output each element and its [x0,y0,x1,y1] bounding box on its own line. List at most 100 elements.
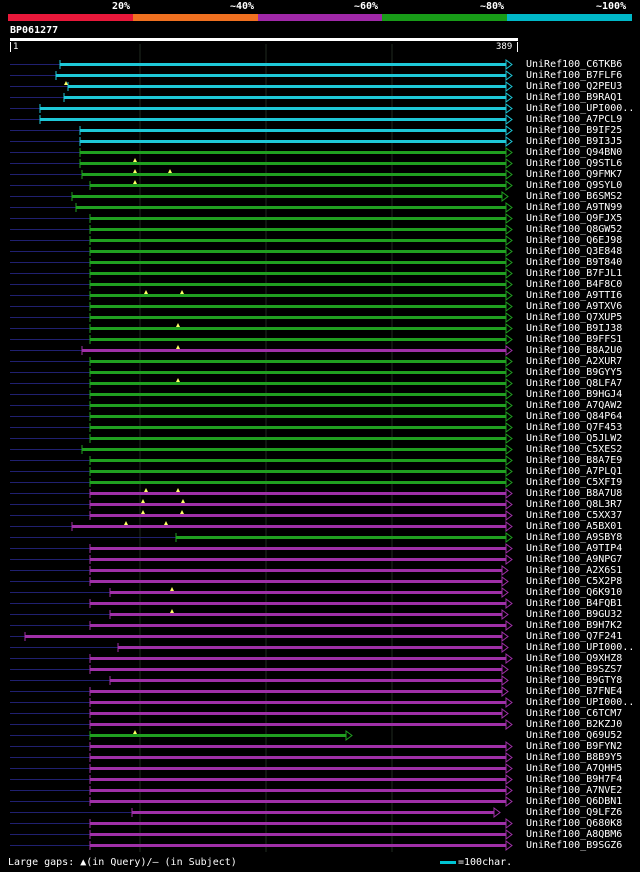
hit-row[interactable]: UniRef100_Q9FJX5 [0,213,640,224]
hit-row[interactable]: UniRef100_B8A7U8 [0,488,640,499]
hit-row[interactable]: UniRef100_B9FFS1 [0,334,640,345]
hit-label[interactable]: UniRef100_C5XFI9 [526,477,623,488]
hit-label[interactable]: UniRef100_B9H7K2 [526,620,623,631]
hit-row[interactable]: UniRef100_B9FYN2 [0,741,640,752]
hit-label[interactable]: UniRef100_C6TKB6 [526,59,623,70]
hit-row[interactable]: UniRef100_Q94BN0 [0,147,640,158]
hit-row[interactable]: UniRef100_C5X2P8 [0,576,640,587]
hit-row[interactable]: UniRef100_Q6K910 [0,587,640,598]
hit-label[interactable]: UniRef100_B9FFS1 [526,334,623,345]
hit-row[interactable]: UniRef100_B9SGZ6 [0,840,640,851]
hit-row[interactable]: UniRef100_A9TIP4 [0,543,640,554]
hit-row[interactable]: UniRef100_A5BX01 [0,521,640,532]
hit-row[interactable]: UniRef100_C6TKB6 [0,59,640,70]
hit-label[interactable]: UniRef100_A2XUR7 [526,356,623,367]
hit-row[interactable]: UniRef100_C6TCM7 [0,708,640,719]
hit-row[interactable]: UniRef100_Q7XUP5 [0,312,640,323]
hit-label[interactable]: UniRef100_B9HGJ4 [526,389,623,400]
hit-row[interactable]: UniRef100_Q2PEU3 [0,81,640,92]
hit-row[interactable]: UniRef100_B9H7K2 [0,620,640,631]
hit-row[interactable]: UniRef100_B9RAQ1 [0,92,640,103]
hit-row[interactable]: UniRef100_B8B9Y5 [0,752,640,763]
hit-label[interactable]: UniRef100_B2KZJ0 [526,719,623,730]
hit-row[interactable]: UniRef100_UPI000.. [0,642,640,653]
hit-label[interactable]: UniRef100_Q7XUP5 [526,312,623,323]
hit-label[interactable]: UniRef100_Q9LFZ6 [526,807,623,818]
hit-row[interactable]: UniRef100_Q69U52 [0,730,640,741]
hit-row[interactable]: UniRef100_Q7F453 [0,422,640,433]
hit-label[interactable]: UniRef100_Q7F241 [526,631,623,642]
hit-label[interactable]: UniRef100_Q84P64 [526,411,623,422]
hit-label[interactable]: UniRef100_A7NVE2 [526,785,623,796]
hit-label[interactable]: UniRef100_B7FJL1 [526,268,623,279]
hit-row[interactable]: UniRef100_Q680K8 [0,818,640,829]
hit-row[interactable]: UniRef100_Q3E848 [0,246,640,257]
hit-label[interactable]: UniRef100_A2X6S1 [526,565,623,576]
hit-row[interactable]: UniRef100_B4F8C0 [0,279,640,290]
hit-row[interactable]: UniRef100_A9SBY8 [0,532,640,543]
hit-label[interactable]: UniRef100_C5XES2 [526,444,623,455]
hit-label[interactable]: UniRef100_C5X2P8 [526,576,623,587]
hit-label[interactable]: UniRef100_B9RAQ1 [526,92,623,103]
hit-row[interactable]: UniRef100_B9IJ38 [0,323,640,334]
hit-row[interactable]: UniRef100_Q9STL6 [0,158,640,169]
hit-label[interactable]: UniRef100_A5BX01 [526,521,623,532]
hit-label[interactable]: UniRef100_UPI000.. [526,103,635,114]
hit-label[interactable]: UniRef100_A9TTI6 [526,290,623,301]
hit-row[interactable]: UniRef100_B9I3J5 [0,136,640,147]
hit-label[interactable]: UniRef100_Q2PEU3 [526,81,623,92]
hit-row[interactable]: UniRef100_B9IF25 [0,125,640,136]
hit-label[interactable]: UniRef100_B6SMS2 [526,191,623,202]
hit-label[interactable]: UniRef100_B7FLF6 [526,70,623,81]
hit-label[interactable]: UniRef100_A8QBM6 [526,829,623,840]
hit-row[interactable]: UniRef100_A7PLQ1 [0,466,640,477]
hit-row[interactable]: UniRef100_Q9FMK7 [0,169,640,180]
hit-label[interactable]: UniRef100_A7PCL9 [526,114,623,125]
hit-label[interactable]: UniRef100_B9FYN2 [526,741,623,752]
hit-row[interactable]: UniRef100_B9GTY8 [0,675,640,686]
hit-label[interactable]: UniRef100_Q8GW52 [526,224,623,235]
hit-row[interactable]: UniRef100_Q8LFA7 [0,378,640,389]
hit-row[interactable]: UniRef100_A2X6S1 [0,565,640,576]
hit-label[interactable]: UniRef100_B4FQB1 [526,598,623,609]
hit-row[interactable]: UniRef100_B6SMS2 [0,191,640,202]
hit-row[interactable]: UniRef100_B8A7E9 [0,455,640,466]
hit-label[interactable]: UniRef100_A9SBY8 [526,532,623,543]
hit-row[interactable]: UniRef100_Q9XHZ8 [0,653,640,664]
hit-label[interactable]: UniRef100_Q3E848 [526,246,623,257]
hit-label[interactable]: UniRef100_A9TXV6 [526,301,623,312]
hit-label[interactable]: UniRef100_A7PLQ1 [526,466,623,477]
hit-row[interactable]: UniRef100_Q8L3R7 [0,499,640,510]
hit-row[interactable]: UniRef100_Q84P64 [0,411,640,422]
hit-label[interactable]: UniRef100_Q69U52 [526,730,623,741]
hit-label[interactable]: UniRef100_Q94BN0 [526,147,623,158]
hit-row[interactable]: UniRef100_B9SZS7 [0,664,640,675]
hit-label[interactable]: UniRef100_B9IJ38 [526,323,623,334]
hit-label[interactable]: UniRef100_B9GU32 [526,609,623,620]
hit-row[interactable]: UniRef100_A8QBM6 [0,829,640,840]
hit-label[interactable]: UniRef100_A9TN99 [526,202,623,213]
hit-row[interactable]: UniRef100_C5XFI9 [0,477,640,488]
hit-row[interactable]: UniRef100_B4FQB1 [0,598,640,609]
hit-row[interactable]: UniRef100_B8A2U0 [0,345,640,356]
hit-row[interactable]: UniRef100_A9TTI6 [0,290,640,301]
hit-row[interactable]: UniRef100_Q6DBN1 [0,796,640,807]
hit-label[interactable]: UniRef100_Q9FMK7 [526,169,623,180]
hit-label[interactable]: UniRef100_Q9SYL0 [526,180,623,191]
hit-row[interactable]: UniRef100_UPI000.. [0,103,640,114]
hit-row[interactable]: UniRef100_A2XUR7 [0,356,640,367]
hit-row[interactable]: UniRef100_Q9LFZ6 [0,807,640,818]
hit-row[interactable]: UniRef100_B9T840 [0,257,640,268]
hit-row[interactable]: UniRef100_A9TXV6 [0,301,640,312]
hit-row[interactable]: UniRef100_C5XES2 [0,444,640,455]
hit-label[interactable]: UniRef100_A9NPG7 [526,554,623,565]
hit-label[interactable]: UniRef100_Q8LFA7 [526,378,623,389]
hit-row[interactable]: UniRef100_Q9SYL0 [0,180,640,191]
hit-label[interactable]: UniRef100_A7QHH5 [526,763,623,774]
hit-label[interactable]: UniRef100_C6TCM7 [526,708,623,719]
hit-label[interactable]: UniRef100_B9SGZ6 [526,840,623,851]
hit-label[interactable]: UniRef100_B9I3J5 [526,136,623,147]
hit-label[interactable]: UniRef100_B8B9Y5 [526,752,623,763]
hit-label[interactable]: UniRef100_Q9STL6 [526,158,623,169]
hit-label[interactable]: UniRef100_UPI000.. [526,642,635,653]
